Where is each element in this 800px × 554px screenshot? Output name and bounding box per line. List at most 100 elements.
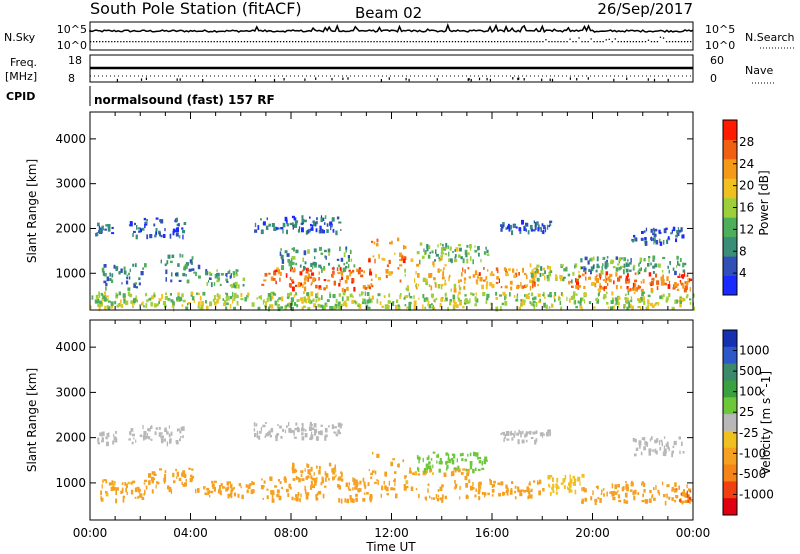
velocity-cell bbox=[334, 464, 336, 468]
power-cell bbox=[422, 294, 425, 299]
velocity-cell bbox=[320, 482, 323, 486]
power-cell bbox=[502, 222, 505, 226]
power-cell bbox=[576, 281, 580, 287]
power-cell bbox=[157, 303, 160, 306]
velocity-cell bbox=[546, 431, 548, 436]
nave-dot bbox=[347, 77, 349, 80]
power-cell bbox=[625, 262, 628, 267]
power-cell bbox=[438, 256, 440, 260]
power-cell bbox=[320, 266, 323, 269]
velocity-cell bbox=[505, 484, 508, 489]
velocity-cell bbox=[451, 473, 455, 476]
power-cell bbox=[312, 298, 315, 302]
velocity-cell bbox=[454, 485, 458, 489]
velocity-cell bbox=[255, 423, 258, 427]
power-cell bbox=[606, 256, 609, 259]
power-cell bbox=[580, 258, 583, 263]
velocity-cell bbox=[275, 434, 277, 438]
velocity-cell bbox=[180, 426, 183, 432]
noise-left-tick-bottom: 10^0 bbox=[57, 39, 87, 52]
power-cell bbox=[413, 295, 415, 299]
velocity-cell bbox=[602, 488, 605, 491]
noise-search-dot bbox=[415, 41, 417, 43]
power-cell bbox=[647, 299, 650, 304]
velocity-cell bbox=[355, 483, 358, 488]
power-cell bbox=[295, 292, 297, 296]
power-cell bbox=[463, 285, 466, 290]
power-cell bbox=[653, 227, 655, 232]
noise-search-dot bbox=[665, 41, 668, 43]
power-cell bbox=[495, 296, 499, 300]
velocity-cell bbox=[534, 439, 537, 445]
power-cell bbox=[656, 280, 660, 285]
power-cell bbox=[477, 246, 480, 251]
velocity-cell bbox=[505, 489, 508, 494]
power-cell bbox=[652, 255, 656, 260]
power-cell bbox=[184, 263, 188, 269]
power-cell bbox=[663, 228, 667, 234]
power-cell bbox=[149, 234, 153, 239]
velocity-cell bbox=[535, 430, 538, 434]
velocity-cell bbox=[392, 458, 396, 461]
noise-search-dot bbox=[189, 41, 191, 43]
power-cell bbox=[561, 264, 564, 267]
power-cell bbox=[311, 272, 315, 276]
power-cell bbox=[301, 306, 304, 311]
power-cell bbox=[251, 302, 255, 307]
velocity-cell bbox=[372, 451, 374, 455]
power-cell bbox=[387, 305, 390, 309]
velocity-cell bbox=[305, 493, 309, 497]
power-cell bbox=[269, 304, 272, 308]
power-cell bbox=[604, 285, 608, 290]
power-cell bbox=[534, 270, 537, 274]
velocity-cell bbox=[213, 480, 217, 483]
noise-search-dot bbox=[521, 41, 523, 43]
power-cell bbox=[515, 226, 518, 229]
power-cell bbox=[342, 302, 346, 306]
velocity-cell bbox=[292, 478, 295, 481]
velocity-cell bbox=[668, 496, 671, 500]
power-cell bbox=[618, 257, 622, 262]
power-cell bbox=[349, 293, 353, 298]
power-cell bbox=[312, 266, 314, 270]
power-cell bbox=[294, 220, 298, 225]
velocity-cell bbox=[426, 465, 429, 470]
velocity-cell bbox=[521, 439, 525, 444]
power-cell bbox=[667, 237, 671, 241]
noise-search-dot bbox=[397, 41, 399, 43]
velocity-cell bbox=[630, 489, 633, 492]
velocity-cell bbox=[340, 472, 343, 478]
power-cell bbox=[583, 285, 586, 289]
power-cell bbox=[666, 276, 669, 281]
velocity-cell bbox=[642, 493, 644, 498]
noise-search-dot bbox=[602, 41, 604, 43]
power-cell bbox=[489, 282, 492, 287]
power-cell bbox=[618, 275, 622, 279]
power-cell bbox=[244, 296, 247, 302]
power-cell bbox=[324, 215, 327, 219]
noise-search-dot bbox=[596, 41, 598, 43]
velocity-cell bbox=[132, 480, 136, 484]
power-cell bbox=[513, 295, 516, 298]
power-cell bbox=[277, 306, 281, 312]
velocity-cell bbox=[441, 484, 444, 488]
velocity-cell bbox=[293, 470, 296, 474]
noise-search-dot bbox=[442, 41, 445, 43]
power-cell bbox=[289, 282, 292, 288]
power-cell bbox=[303, 265, 306, 271]
velocity-cell bbox=[414, 471, 418, 476]
power-cell bbox=[581, 273, 584, 277]
velocity-cell bbox=[256, 435, 259, 439]
power-colorbar-segment bbox=[723, 256, 737, 276]
velocity-cell bbox=[439, 486, 443, 491]
power-cell bbox=[332, 228, 335, 233]
velocity-cell bbox=[661, 441, 663, 447]
power-cell bbox=[575, 279, 579, 282]
power-cell bbox=[615, 267, 619, 272]
velocity-cell bbox=[291, 466, 295, 471]
velocity-cell bbox=[337, 484, 340, 488]
velocity-cell bbox=[261, 478, 263, 481]
velocity-cell bbox=[643, 446, 646, 451]
power-cell bbox=[306, 292, 310, 297]
power-cell bbox=[590, 266, 593, 271]
